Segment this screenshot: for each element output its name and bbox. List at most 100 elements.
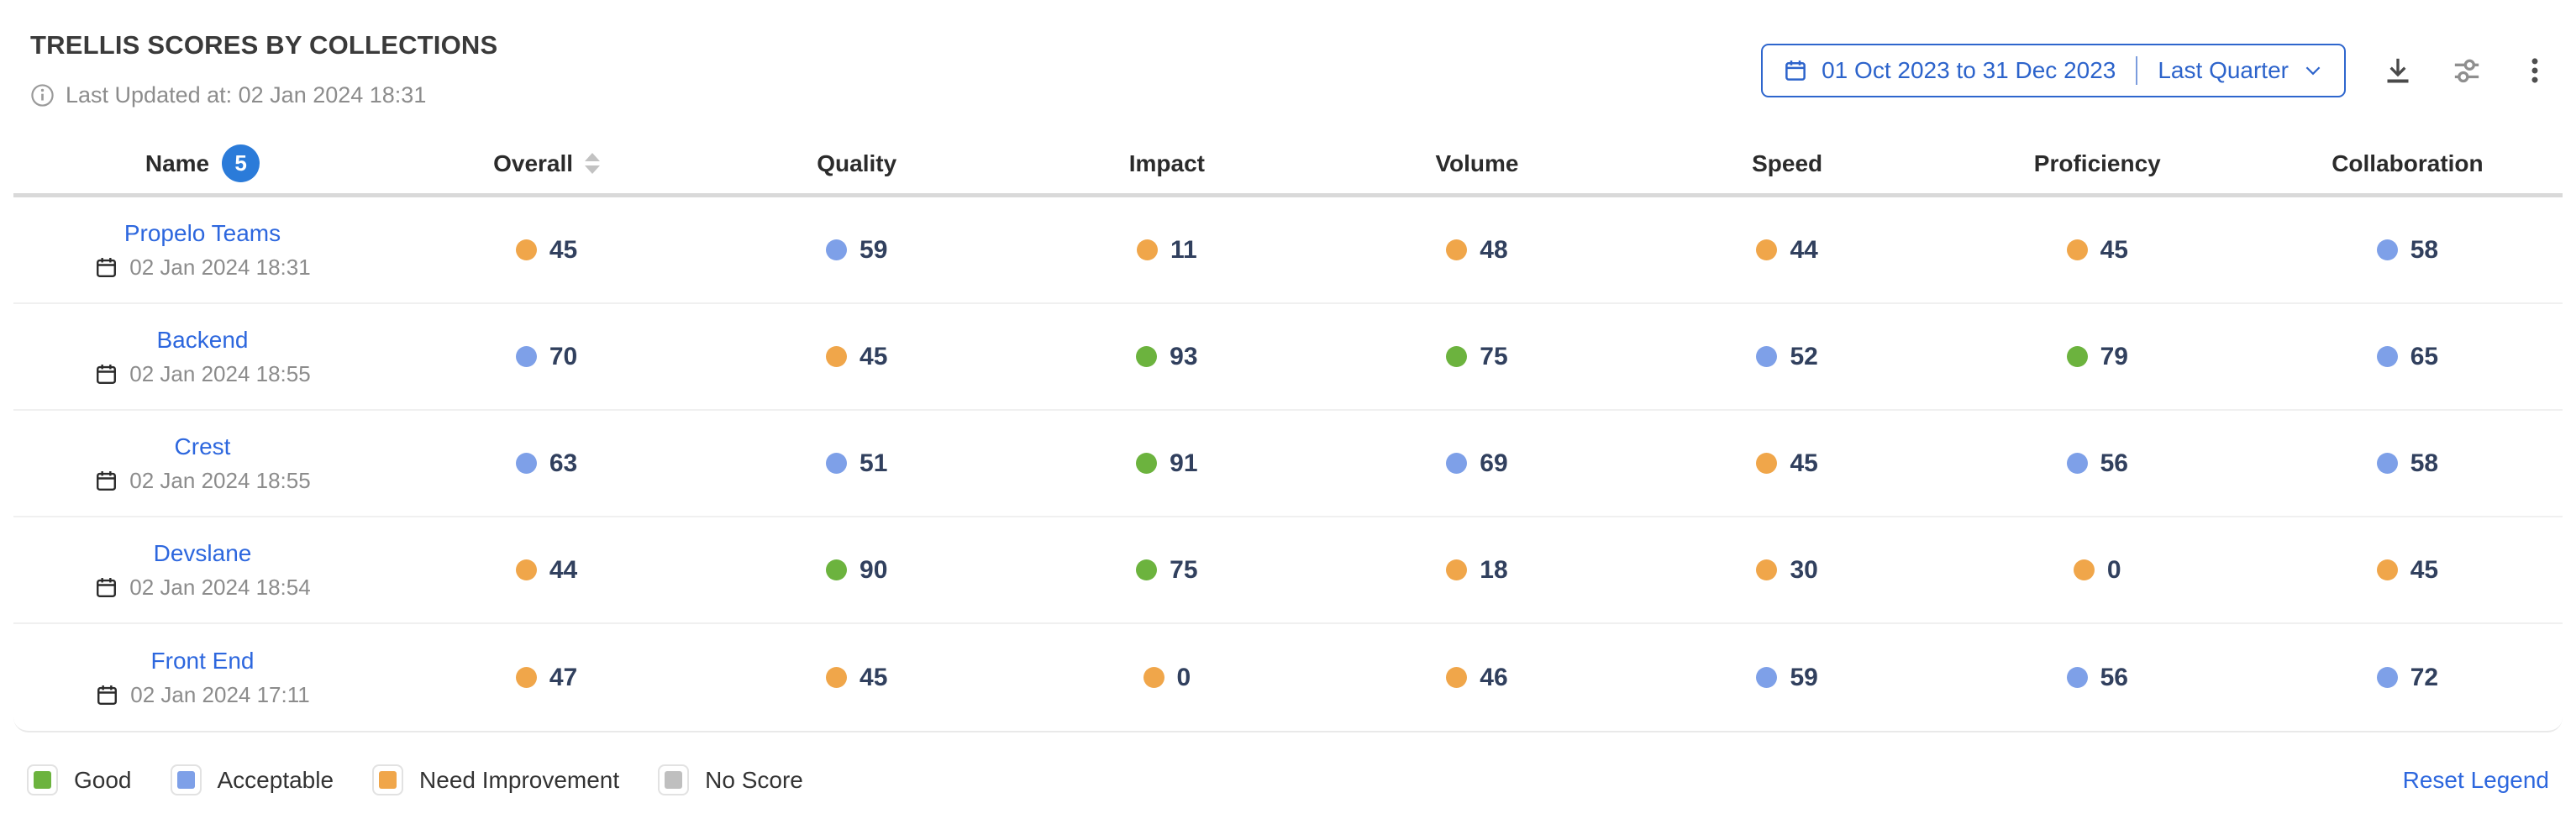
score-value: 93 bbox=[1170, 342, 1198, 370]
sliders-icon bbox=[2454, 59, 2479, 83]
score-dot-icon bbox=[826, 346, 848, 367]
name-cell: Front End 02 Jan 2024 17:11 bbox=[95, 647, 310, 708]
column-label: Impact bbox=[1128, 150, 1205, 176]
legend-label: Good bbox=[74, 766, 132, 793]
score-cell: 58 bbox=[2253, 449, 2563, 478]
calendar-icon bbox=[97, 364, 117, 384]
table-body: Propelo Teams 02 Jan 2024 18:31 45 59 11 48… bbox=[13, 197, 2563, 732]
row-date-text: 02 Jan 2024 17:11 bbox=[130, 681, 310, 707]
score-value: 63 bbox=[549, 449, 578, 477]
collection-link[interactable]: Backend bbox=[156, 326, 249, 353]
score-cell: 0 bbox=[1012, 664, 1322, 692]
more-menu-button[interactable] bbox=[2519, 55, 2551, 87]
score-value: 58 bbox=[2410, 235, 2439, 264]
row-date-line: 02 Jan 2024 17:11 bbox=[95, 681, 310, 708]
table-row: Front End 02 Jan 2024 17:11 47 45 0 46 59 56 7… bbox=[13, 624, 2563, 731]
score-dot-icon bbox=[2066, 667, 2088, 688]
score-dot-icon bbox=[1143, 667, 1164, 688]
calendar-icon bbox=[97, 685, 118, 705]
page-title: TRELLIS SCORES BY COLLECTIONS bbox=[30, 30, 498, 60]
score-dot-icon bbox=[1446, 559, 1468, 580]
column-header-proficiency: Proficiency bbox=[1943, 150, 2253, 177]
name-cell: Crest 02 Jan 2024 18:55 bbox=[94, 433, 311, 494]
score-value: 45 bbox=[860, 663, 888, 691]
legend-checkbox bbox=[27, 764, 58, 795]
score-value: 44 bbox=[1790, 235, 1818, 264]
score-value: 75 bbox=[1170, 555, 1198, 584]
row-date-text: 02 Jan 2024 18:54 bbox=[129, 574, 311, 600]
row-date-line: 02 Jan 2024 18:55 bbox=[94, 468, 311, 494]
reset-legend-link[interactable]: Reset Legend bbox=[2402, 766, 2549, 793]
score-cell: 45 bbox=[702, 664, 1012, 692]
score-cell: 65 bbox=[2253, 343, 2563, 371]
score-cell: 63 bbox=[392, 449, 702, 478]
score-value: 47 bbox=[549, 663, 578, 691]
date-preset-text: Last Quarter bbox=[2158, 57, 2289, 83]
score-dot-icon bbox=[2073, 559, 2095, 580]
row-date-text: 02 Jan 2024 18:55 bbox=[129, 360, 311, 386]
score-dot-icon bbox=[1446, 667, 1468, 688]
score-value: 52 bbox=[1790, 342, 1818, 370]
score-value: 70 bbox=[549, 342, 578, 370]
column-header-name: Name 5 bbox=[13, 144, 392, 182]
legend-checkbox bbox=[372, 764, 404, 795]
score-value: 58 bbox=[2410, 449, 2439, 477]
score-value: 30 bbox=[1790, 555, 1818, 584]
score-cell: 45 bbox=[1632, 449, 1943, 478]
score-dot-icon bbox=[1136, 559, 1158, 580]
name-cell: Devslane 02 Jan 2024 18:54 bbox=[94, 539, 311, 601]
score-value: 59 bbox=[860, 235, 888, 264]
score-value: 45 bbox=[860, 342, 888, 370]
score-value: 45 bbox=[1790, 449, 1818, 477]
collection-link[interactable]: Crest bbox=[174, 433, 231, 459]
legend-swatch bbox=[379, 771, 397, 789]
score-value: 11 bbox=[1170, 235, 1197, 264]
score-value: 91 bbox=[1170, 449, 1198, 477]
column-header-overall[interactable]: Overall bbox=[392, 150, 702, 177]
legend-swatch bbox=[34, 771, 51, 789]
collection-link[interactable]: Devslane bbox=[153, 539, 252, 566]
row-date-text: 02 Jan 2024 18:31 bbox=[129, 254, 311, 280]
legend-checkbox bbox=[170, 764, 202, 795]
column-label: Name bbox=[145, 150, 210, 176]
score-cell: 70 bbox=[392, 343, 702, 371]
score-value: 65 bbox=[2410, 342, 2439, 370]
legend-label: Acceptable bbox=[217, 766, 334, 793]
score-value: 69 bbox=[1480, 449, 1508, 477]
kebab-menu-icon bbox=[2531, 58, 2538, 83]
score-cell: 56 bbox=[1943, 449, 2253, 478]
collection-link[interactable]: Propelo Teams bbox=[124, 219, 281, 246]
legend-item-no-score[interactable]: No Score bbox=[658, 764, 803, 795]
score-dot-icon bbox=[1446, 453, 1468, 474]
legend-item-need-improvement[interactable]: Need Improvement bbox=[372, 764, 619, 795]
legend-label: No Score bbox=[705, 766, 803, 793]
column-header-speed: Speed bbox=[1632, 150, 1943, 177]
date-range-button[interactable]: 01 Oct 2023 to 31 Dec 2023 Last Quarter bbox=[1761, 44, 2346, 97]
score-cell: 56 bbox=[1943, 664, 2253, 692]
legend-item-acceptable[interactable]: Acceptable bbox=[170, 764, 334, 795]
collection-count-badge: 5 bbox=[222, 144, 260, 182]
score-cell: 58 bbox=[2253, 236, 2563, 265]
column-label: Speed bbox=[1752, 150, 1823, 176]
score-value: 75 bbox=[1480, 342, 1508, 370]
score-cell: 0 bbox=[1943, 556, 2253, 585]
legend-checkbox bbox=[658, 764, 690, 795]
widget-settings-button[interactable] bbox=[2450, 54, 2484, 87]
download-button[interactable] bbox=[2381, 54, 2415, 87]
legend-item-good[interactable]: Good bbox=[27, 764, 132, 795]
score-dot-icon bbox=[1756, 346, 1778, 367]
header-controls: 01 Oct 2023 to 31 Dec 2023 Last Quarter bbox=[1761, 44, 2551, 97]
calendar-icon bbox=[97, 470, 117, 491]
score-value: 0 bbox=[2106, 555, 2121, 584]
score-cell: 52 bbox=[1632, 343, 1943, 371]
score-cell: 46 bbox=[1322, 664, 1632, 692]
collection-link[interactable]: Front End bbox=[150, 647, 255, 674]
last-updated-line: Last Updated at: 02 Jan 2024 18:31 bbox=[30, 82, 497, 108]
score-value: 48 bbox=[1480, 235, 1508, 264]
score-value: 46 bbox=[1480, 663, 1508, 691]
score-dot-icon bbox=[515, 559, 537, 580]
table-row: Crest 02 Jan 2024 18:55 63 51 91 69 45 56 58 bbox=[13, 411, 2563, 517]
sort-icon[interactable] bbox=[585, 153, 601, 174]
score-cell: 45 bbox=[2253, 556, 2563, 585]
score-dot-icon bbox=[2376, 239, 2398, 260]
